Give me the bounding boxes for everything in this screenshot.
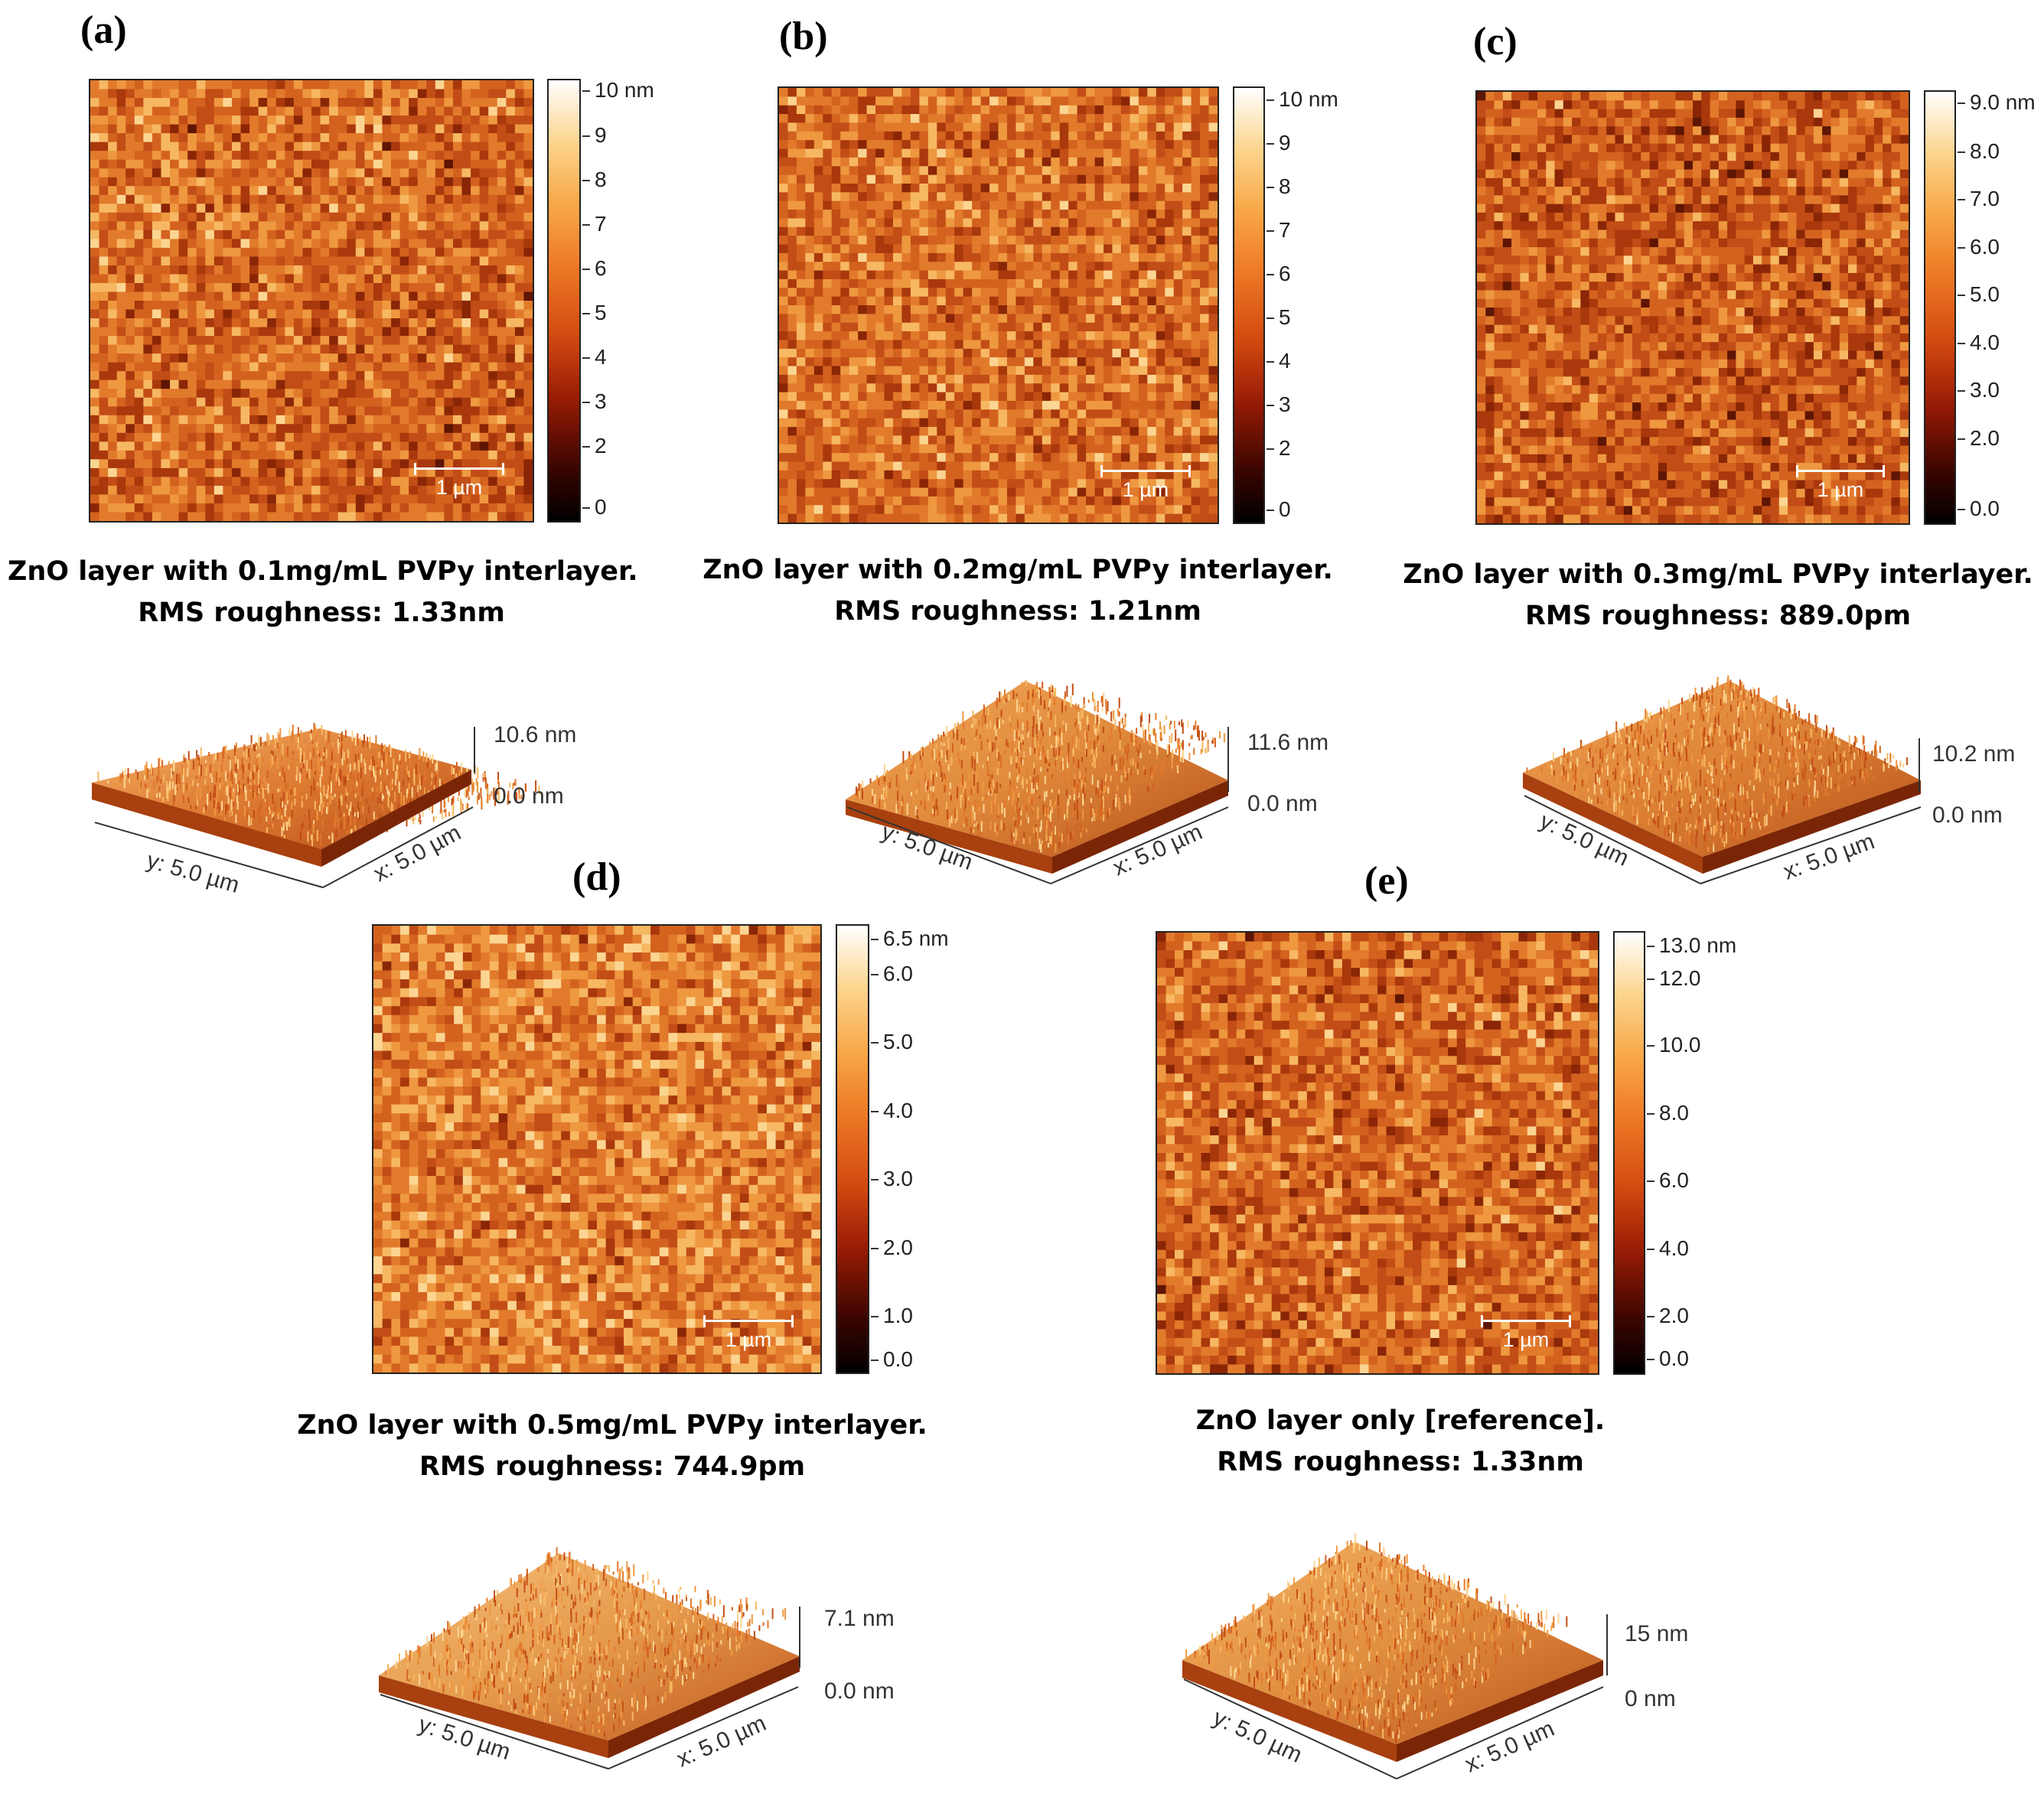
panel-label: (d) [572,855,621,899]
z-top-label: 15 nm [1625,1621,1688,1646]
caption: ZnO layer with 0.1mg/mL PVPy interlayer.… [8,551,638,633]
caption-line2: RMS roughness: 1.33nm [1217,1447,1584,1477]
caption: ZnO layer with 0.5mg/mL PVPy interlayer.… [295,1405,930,1487]
y-axis-label: y: 5.0 µm [144,848,242,898]
surface-3d-spikes [1526,675,1909,852]
surface-3d-front [321,770,471,867]
afm-height-map [778,86,1219,524]
panel-label: (b) [779,15,828,58]
scale-bar [1100,465,1191,477]
axis-x [1700,806,1922,884]
axis-y [1183,1679,1397,1780]
colorbar [1233,86,1265,524]
caption-line1: ZnO layer with 0.5mg/mL PVPy interlayer. [297,1410,927,1441]
surface-3d-front [1052,780,1228,874]
scale-bar-label: 1 µm [1502,1328,1550,1351]
z-top-label: 10.6 nm [494,722,576,747]
z-bottom-label: 0.0 nm [824,1679,895,1704]
afm-speckle [373,926,820,1373]
surface-3d-spikes [385,1547,787,1737]
colorbar [1924,90,1956,525]
caption-line2: RMS roughness: 1.21nm [834,596,1201,627]
afm-3d-view: 15 nm 0 nm y: 5.0 µm x: 5.0 µm [1175,1532,1710,1786]
surface-3d-side [846,681,1228,857]
surface-3d-front [1523,773,1703,874]
colorbar [836,924,869,1374]
caption: ZnO layer only [reference]. RMS roughnes… [1087,1400,1714,1483]
afm-texture [1157,933,1598,1373]
afm-3d-view: 11.6 nm 0.0 nm y: 5.0 µm x: 5.0 µm [838,673,1358,895]
caption: ZnO layer with 0.3mg/mL PVPy interlayer.… [1400,554,2036,637]
caption-line2: RMS roughness: 1.33nm [138,598,505,628]
surface-3d-front [379,1675,608,1758]
surface-3d-front [608,1656,800,1758]
panel-label: (c) [1473,20,1518,63]
surface-3d-front [1703,780,1921,874]
surface-3d-side [379,1553,800,1741]
scale-bar-label: 1 µm [1122,478,1169,501]
surface-3d-front [846,799,1052,874]
caption-line1: ZnO layer with 0.1mg/mL PVPy interlayer. [8,556,638,587]
surface-3d-front [1182,1660,1397,1762]
axis-x [322,806,474,888]
afm-speckle [1477,92,1909,523]
afm-texture [779,88,1218,523]
scale-bar-label: 1 µm [1817,478,1864,501]
afm-height-map [372,924,822,1374]
afm-height-map [1475,90,1910,525]
afm-speckle [90,80,533,521]
caption-line1: ZnO layer with 0.2mg/mL PVPy interlayer. [703,555,1333,585]
afm-height-map [1156,931,1599,1375]
z-top-label: 10.2 nm [1932,741,2015,767]
caption-line1: ZnO layer only [reference]. [1195,1405,1606,1436]
afm-3d-view: 10.2 nm 0.0 nm y: 5.0 µm x: 5.0 µm [1515,673,2036,895]
caption-line2: RMS roughness: 889.0pm [1524,601,1912,631]
surface-3d-front [1397,1660,1603,1762]
z-bottom-label: 0 nm [1625,1686,1676,1711]
afm-speckle [1157,933,1598,1373]
z-bottom-label: 0.0 nm [1932,803,2003,828]
afm-texture [1477,92,1909,523]
scale-bar [1481,1315,1571,1327]
axis-x [1396,1686,1604,1780]
caption-line1: ZnO layer with 0.3mg/mL PVPy interlayer. [1403,559,2033,590]
z-top-label: 7.1 nm [824,1606,895,1631]
axis-y [846,806,1051,884]
surface-3d-spikes [856,679,1225,855]
panel-label: (e) [1364,859,1409,903]
axis-y [1524,795,1701,884]
afm-3d-view: 7.1 nm 0.0 nm y: 5.0 µm x: 5.0 µm [371,1545,895,1783]
z-bottom-label: 0.0 nm [1247,791,1318,816]
afm-speckle [779,88,1218,523]
afm-3d-view: 10.6 nm 0.0 nm y: 5.0 µm x: 5.0 µm [84,692,605,907]
scale-bar-label: 1 µm [725,1328,772,1351]
scale-bar-label: 1 µm [435,476,483,499]
surface-3d-front [92,783,321,867]
afm-texture [373,926,820,1373]
z-top-label: 11.6 nm [1247,730,1328,755]
axis-x [608,1686,799,1770]
afm-height-map [89,79,534,523]
z-bottom-label: 0.0 nm [494,783,564,809]
caption: ZnO layer with 0.2mg/mL PVPy interlayer.… [700,549,1335,632]
colorbar [547,79,581,523]
scale-bar [1796,465,1885,477]
scale-bar [703,1315,794,1327]
axis-y [380,1694,609,1770]
afm-texture [90,80,533,521]
caption-line2: RMS roughness: 744.9pm [419,1451,806,1482]
surface-3d-spikes [1185,1532,1568,1744]
axis-x [1050,806,1229,884]
axis-y [94,822,324,888]
panel-label: (a) [80,8,127,52]
colorbar [1613,931,1645,1375]
scale-bar [414,463,504,475]
